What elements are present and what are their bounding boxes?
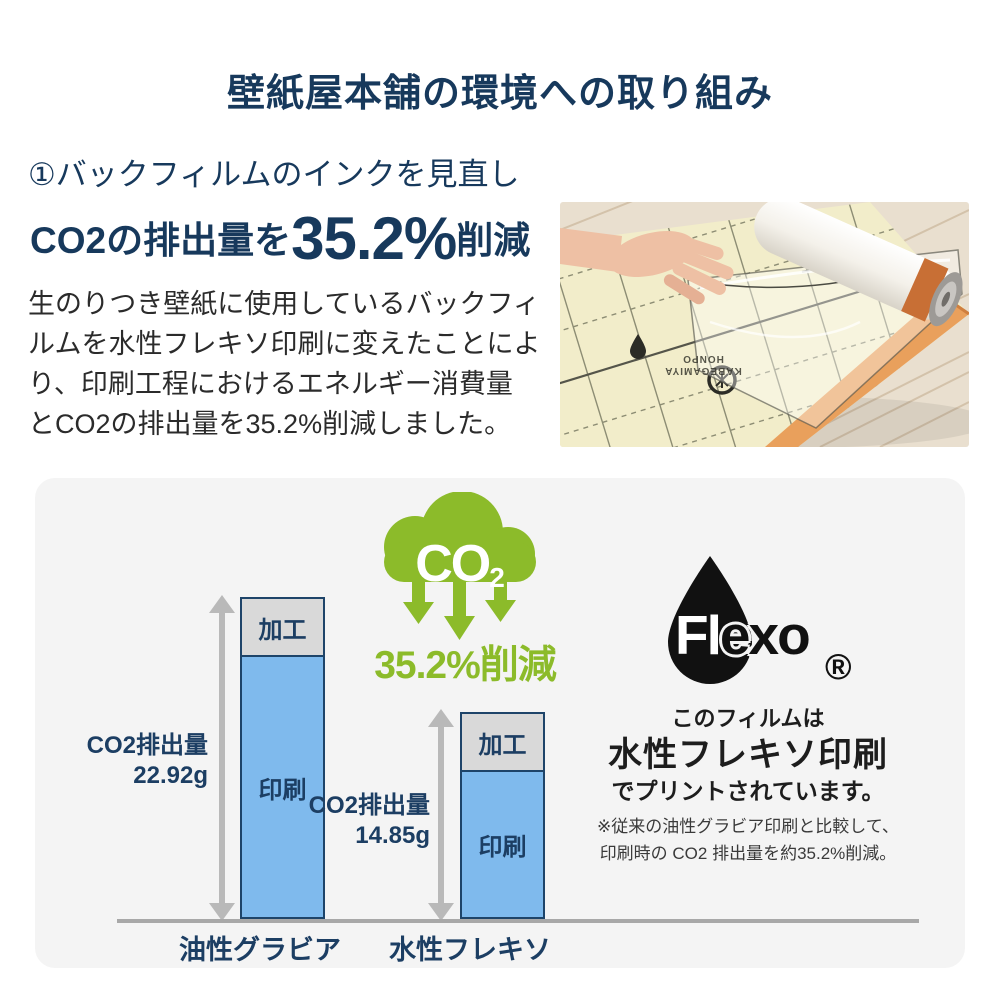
page-title: 壁紙屋本舗の環境への取り組み: [226, 73, 773, 115]
photo-illustration: [560, 202, 969, 447]
registered-mark: ®: [825, 646, 852, 687]
headline-prefix: CO2の排出量を: [30, 220, 292, 261]
total-height-arrow-icon: [428, 709, 454, 921]
body-paragraph: 生のりつき壁紙に使用しているバックフィ ルムを水性フレキソ印刷に変えたことによ …: [28, 284, 568, 444]
co2-reduction-headline: CO2の排出量を35.2%削減: [30, 204, 530, 273]
reduction-text: 35.2%削減: [374, 644, 557, 687]
footnote-line1: ※従来の油性グラビア印刷と比較して、: [597, 817, 899, 836]
headline-percent: 35.2%: [291, 205, 457, 272]
category-label-oil: 油性グラビア: [179, 935, 341, 965]
segment-printing: 印刷: [240, 655, 325, 919]
product-photo: KABEGAMIYA HONPO: [560, 202, 969, 447]
flexo-droplet-icon: [668, 556, 752, 684]
bar-oil-gravure: 加工 印刷: [240, 597, 325, 919]
body-line: り、印刷工程におけるエネルギー消費量: [28, 369, 513, 399]
body-line: ルムを水性フレキソ印刷に変えたことによ: [28, 329, 541, 359]
headline-suffix: 削減: [456, 220, 531, 261]
film-roll: [754, 202, 963, 327]
hand-illustration: [560, 228, 734, 305]
flexo-logo-text: Flexo: [675, 604, 811, 666]
body-line: とCO2の排出量を35.2%削減しました。: [28, 409, 512, 439]
co2-cloud-icon: [384, 492, 536, 640]
total-label-water: CO2排出量 14.85g: [308, 792, 430, 849]
footnote-line2: 印刷時の CO2 排出量を約35.2%削減。: [599, 844, 897, 863]
segment-printing: 印刷: [460, 770, 545, 919]
category-label-water: 水性フレキソ: [389, 935, 551, 965]
sheet-edge-orange: [765, 294, 969, 447]
total-label-oil: CO2排出量 22.92g: [86, 732, 208, 789]
x-axis-line: [117, 919, 919, 923]
segment-processing: 加工: [460, 712, 545, 772]
body-line: 生のりつき壁紙に使用しているバックフィ: [28, 289, 540, 319]
eco-panel: 加工 印刷 CO2排出量 22.92g 加工 印刷 CO2排出量 14.85g …: [35, 478, 965, 968]
stamp-text: KABEGAMIYA HONPO: [664, 353, 742, 376]
total-height-arrow-icon: [209, 595, 235, 921]
cloud-co2-label: CO2: [415, 535, 505, 593]
film-statement-line2: 水性フレキソ印刷: [608, 736, 888, 774]
section-heading: ①バックフィルムのインクを見直し: [28, 157, 520, 192]
segment-processing: 加工: [240, 597, 325, 657]
bar-water-flexo: 加工 印刷: [460, 712, 545, 919]
film-statement-line1: このフィルムは: [671, 706, 825, 731]
film-statement-line3: でプリントされています。: [611, 778, 885, 804]
